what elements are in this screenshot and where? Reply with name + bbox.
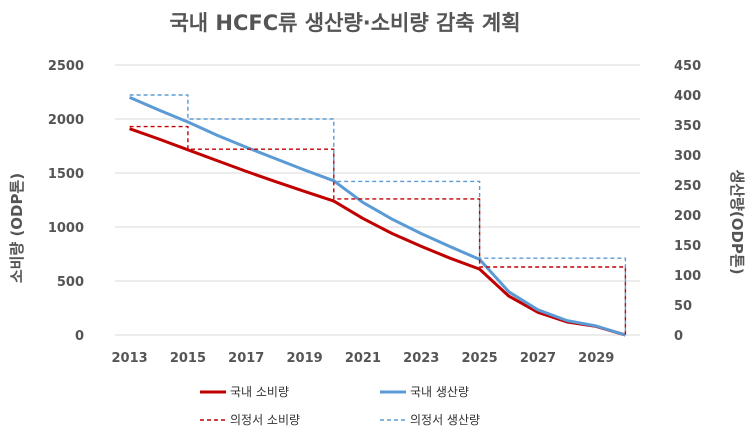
right-tick-label: 300 bbox=[674, 149, 701, 164]
right-tick-label: 0 bbox=[674, 329, 683, 344]
left-tick-label: 2500 bbox=[48, 59, 84, 74]
series-line-국내-소비량 bbox=[129, 127, 626, 337]
right-tick-label: 50 bbox=[674, 299, 692, 314]
x-tick-label: 2027 bbox=[520, 351, 556, 366]
series-line-국내-생산량 bbox=[129, 96, 626, 337]
gridlines bbox=[115, 64, 640, 336]
x-tick-label: 2019 bbox=[286, 351, 322, 366]
left-axis-title: 소비량 (ODP톤) bbox=[8, 173, 26, 283]
legend-label: 국내 생산량 bbox=[410, 385, 469, 399]
x-tick-label: 2025 bbox=[461, 351, 497, 366]
x-tick-label: 2021 bbox=[345, 351, 381, 366]
right-tick-label: 350 bbox=[674, 119, 701, 134]
right-tick-label: 400 bbox=[674, 89, 701, 104]
x-tick-label: 2029 bbox=[578, 351, 614, 366]
left-axis-ticks: 0 500 1000 1500 2000 2500 bbox=[48, 59, 84, 344]
left-tick-label: 2000 bbox=[48, 113, 84, 128]
legend-label: 국내 소비량 bbox=[230, 385, 289, 399]
right-axis-title: 생산량(ODP톤) bbox=[728, 169, 746, 274]
right-tick-label: 100 bbox=[674, 269, 701, 284]
x-tick-label: 2017 bbox=[228, 351, 264, 366]
right-axis-ticks: 0 50 100 150 200 250 300 350 400 450 bbox=[674, 59, 701, 344]
chart-title: 국내 HCFC류 생산량·소비량 감축 계획 bbox=[169, 11, 520, 35]
x-tick-label: 2015 bbox=[170, 351, 206, 366]
legend-label: 의정서 생산량 bbox=[410, 413, 480, 427]
series-lines bbox=[129, 94, 627, 337]
series-line-의정서-소비량 bbox=[129, 125, 627, 335]
x-tick-label: 2013 bbox=[111, 351, 147, 366]
x-tick-label: 2023 bbox=[403, 351, 439, 366]
left-tick-label: 500 bbox=[57, 275, 84, 290]
left-tick-label: 1500 bbox=[48, 167, 84, 182]
series-line-의정서-생산량 bbox=[129, 94, 627, 335]
left-tick-label: 0 bbox=[75, 329, 84, 344]
right-tick-label: 450 bbox=[674, 59, 701, 74]
right-tick-label: 150 bbox=[674, 239, 701, 254]
x-axis-ticks: 2013 2015 2017 2019 2021 2023 2025 2027 2029 bbox=[111, 351, 614, 366]
legend-label: 의정서 소비량 bbox=[230, 413, 300, 427]
left-tick-label: 1000 bbox=[48, 221, 84, 236]
right-tick-label: 200 bbox=[674, 209, 701, 224]
right-tick-label: 250 bbox=[674, 179, 701, 194]
